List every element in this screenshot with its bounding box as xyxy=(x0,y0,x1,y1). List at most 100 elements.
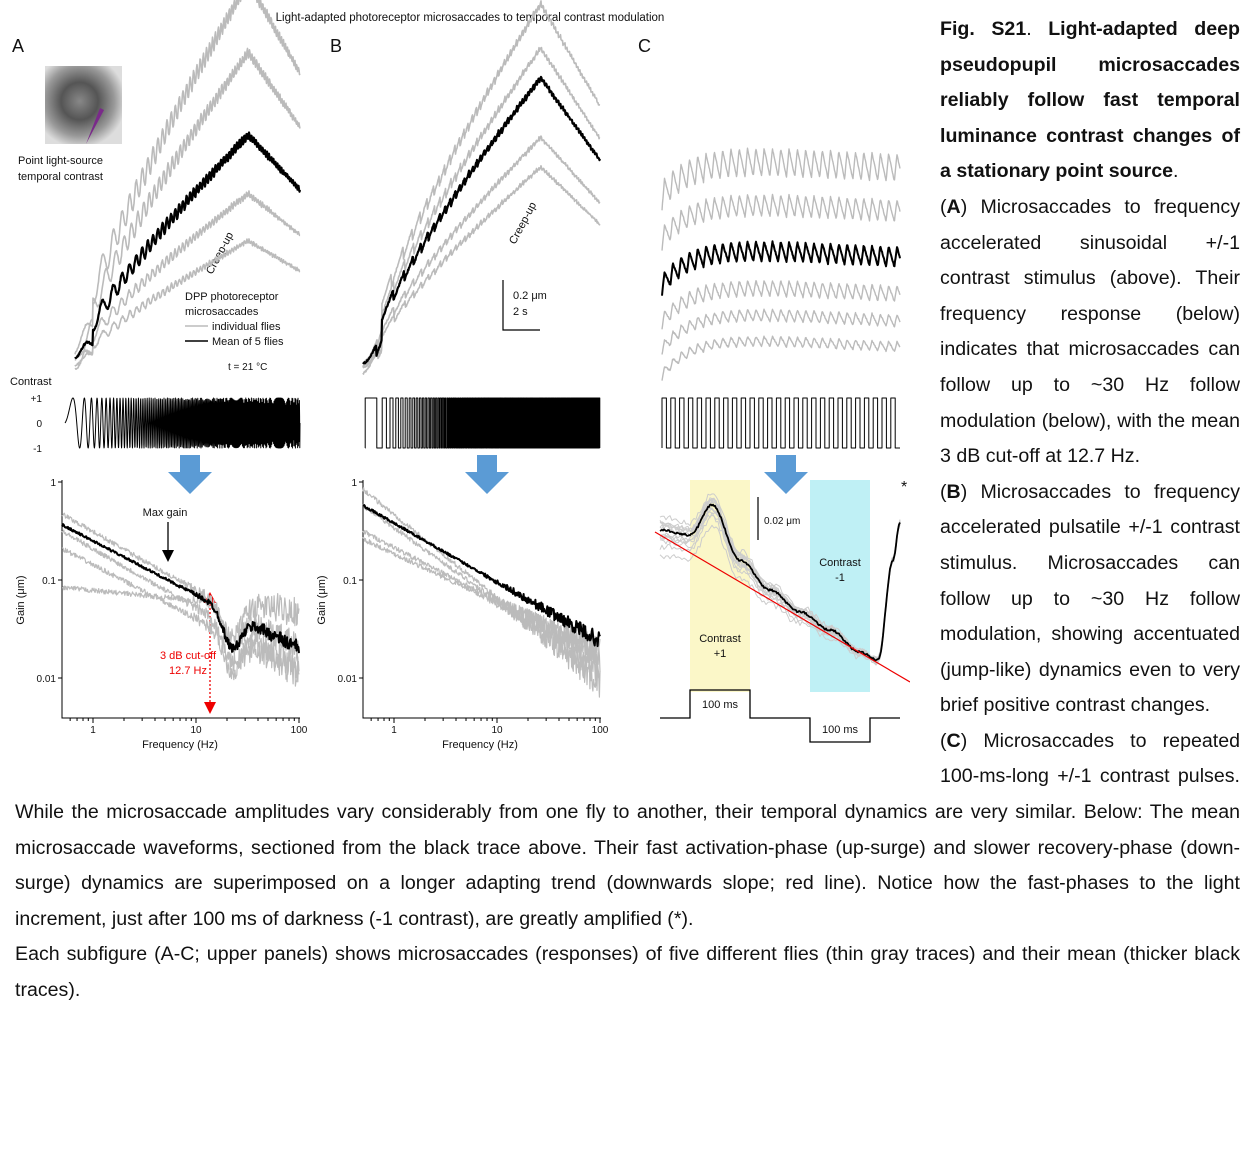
caption-paragraph: (A) Microsaccades to frequency accelerat… xyxy=(15,190,1240,475)
caption-text: . xyxy=(1173,160,1179,183)
caption-paragraph: Each subfigure (A-C; upper panels) shows… xyxy=(15,937,1240,1008)
trace xyxy=(74,47,301,370)
contrast-tick: 0 xyxy=(36,419,42,430)
trace xyxy=(61,512,300,662)
arrow-head xyxy=(204,702,216,714)
scale-label: 0.02 μm xyxy=(764,516,800,527)
caption-paragraph: (C) Microsaccades to repeated 100-ms-lon… xyxy=(15,724,1240,938)
arrow xyxy=(168,455,212,494)
trace xyxy=(661,193,901,251)
y-tick-label: 1 xyxy=(50,478,56,489)
trace xyxy=(661,147,901,211)
pulse-label: 100 ms xyxy=(702,699,739,711)
document: Light-adapted photoreceptor microsaccade… xyxy=(10,0,1240,1008)
temperature: t = 21 °C xyxy=(228,362,267,373)
caption-text: Each subfigure (A-C; upper panels) shows… xyxy=(15,943,1240,1002)
trace xyxy=(659,514,901,665)
annotation: Contrast xyxy=(819,557,861,569)
legend-title: microsaccades xyxy=(185,306,259,318)
trend-line xyxy=(654,531,910,683)
trace xyxy=(362,46,601,364)
trace xyxy=(362,487,601,698)
trace xyxy=(61,547,300,687)
caption-text: C xyxy=(946,729,961,752)
panel-label: C xyxy=(638,36,651,56)
panel-label: B xyxy=(330,36,342,56)
axis xyxy=(362,480,601,719)
caption-text: ( xyxy=(940,480,947,503)
y-tick-label: 0.1 xyxy=(42,576,56,587)
stimulus xyxy=(364,397,601,449)
annotation: * xyxy=(901,479,907,496)
pulse-region xyxy=(810,480,870,692)
scale-label: 2 s xyxy=(513,306,528,318)
arrow xyxy=(465,455,509,494)
figure-title: Light-adapted photoreceptor microsaccade… xyxy=(276,12,665,24)
inset-label: Point light-source xyxy=(18,155,103,167)
trace xyxy=(74,0,301,355)
stimulus xyxy=(64,397,301,449)
y-axis-label: Gain (μm) xyxy=(15,575,27,624)
y-tick-label: 0.01 xyxy=(37,674,57,685)
caption-text: ) Microsaccades to frequency accelerated… xyxy=(940,195,1240,468)
x-tick-label: 100 xyxy=(291,725,308,736)
x-tick-label: 10 xyxy=(190,725,202,736)
panel-label: A xyxy=(12,36,24,56)
trace xyxy=(661,335,901,381)
trace xyxy=(362,165,601,369)
scale-label: 0.2 μm xyxy=(513,290,547,302)
annotation: Creep-up xyxy=(507,200,539,246)
x-axis-label: Frequency (Hz) xyxy=(442,739,518,751)
x-tick-label: 10 xyxy=(491,725,503,736)
caption-text: ) Microsaccades to repeated 100-ms-long … xyxy=(15,729,1240,930)
trace xyxy=(74,190,301,361)
arrow xyxy=(764,455,808,494)
annotation: +1 xyxy=(714,648,727,660)
caption-paragraph: Fig. S21. Light-adapted deep pseudopupil… xyxy=(15,12,1240,190)
axis xyxy=(61,480,300,719)
trace xyxy=(362,135,601,368)
y-axis-label: Gain (μm) xyxy=(316,575,328,624)
y-tick-label: 0.01 xyxy=(338,674,358,685)
legend-entry: individual flies xyxy=(212,321,281,333)
contrast-tick: +1 xyxy=(31,394,43,405)
inset-photo xyxy=(45,66,122,144)
trace xyxy=(62,585,300,646)
caption-text: Fig. S21 xyxy=(940,18,1027,40)
trace xyxy=(362,504,601,648)
contrast-label: Contrast xyxy=(10,376,52,388)
y-tick-label: 1 xyxy=(351,478,357,489)
trace xyxy=(74,238,301,367)
trace xyxy=(362,536,601,664)
trace xyxy=(661,280,901,330)
trace xyxy=(362,0,601,375)
trace xyxy=(661,308,901,355)
light-pointer xyxy=(86,108,104,144)
stimulus xyxy=(660,689,900,743)
y-tick-label: 0.1 xyxy=(343,576,357,587)
x-tick-label: 1 xyxy=(90,725,96,736)
x-tick-label: 1 xyxy=(391,725,397,736)
trace xyxy=(74,131,302,360)
stimulus xyxy=(661,397,900,449)
caption-text: A xyxy=(946,195,961,218)
caption-text: ( xyxy=(940,729,947,752)
annotation: 3 dB cut-off xyxy=(160,650,217,662)
trace xyxy=(661,240,901,296)
annotation: 12.7 Hz xyxy=(169,665,207,677)
contrast-tick: -1 xyxy=(33,444,42,455)
arrow-head xyxy=(162,550,174,562)
caption-paragraph: (B) Microsaccades to frequency accelerat… xyxy=(15,475,1240,724)
caption-text: . xyxy=(1026,18,1049,40)
annotation: -1 xyxy=(835,572,845,584)
annotation: Max gain xyxy=(143,507,188,519)
trace xyxy=(659,520,901,666)
trace xyxy=(61,523,300,654)
figure: Light-adapted photoreceptor microsaccade… xyxy=(10,0,910,751)
trace xyxy=(362,503,601,687)
inset-label: temporal contrast xyxy=(18,171,103,183)
x-tick-label: 100 xyxy=(592,725,609,736)
pulse-label: 100 ms xyxy=(822,724,859,736)
